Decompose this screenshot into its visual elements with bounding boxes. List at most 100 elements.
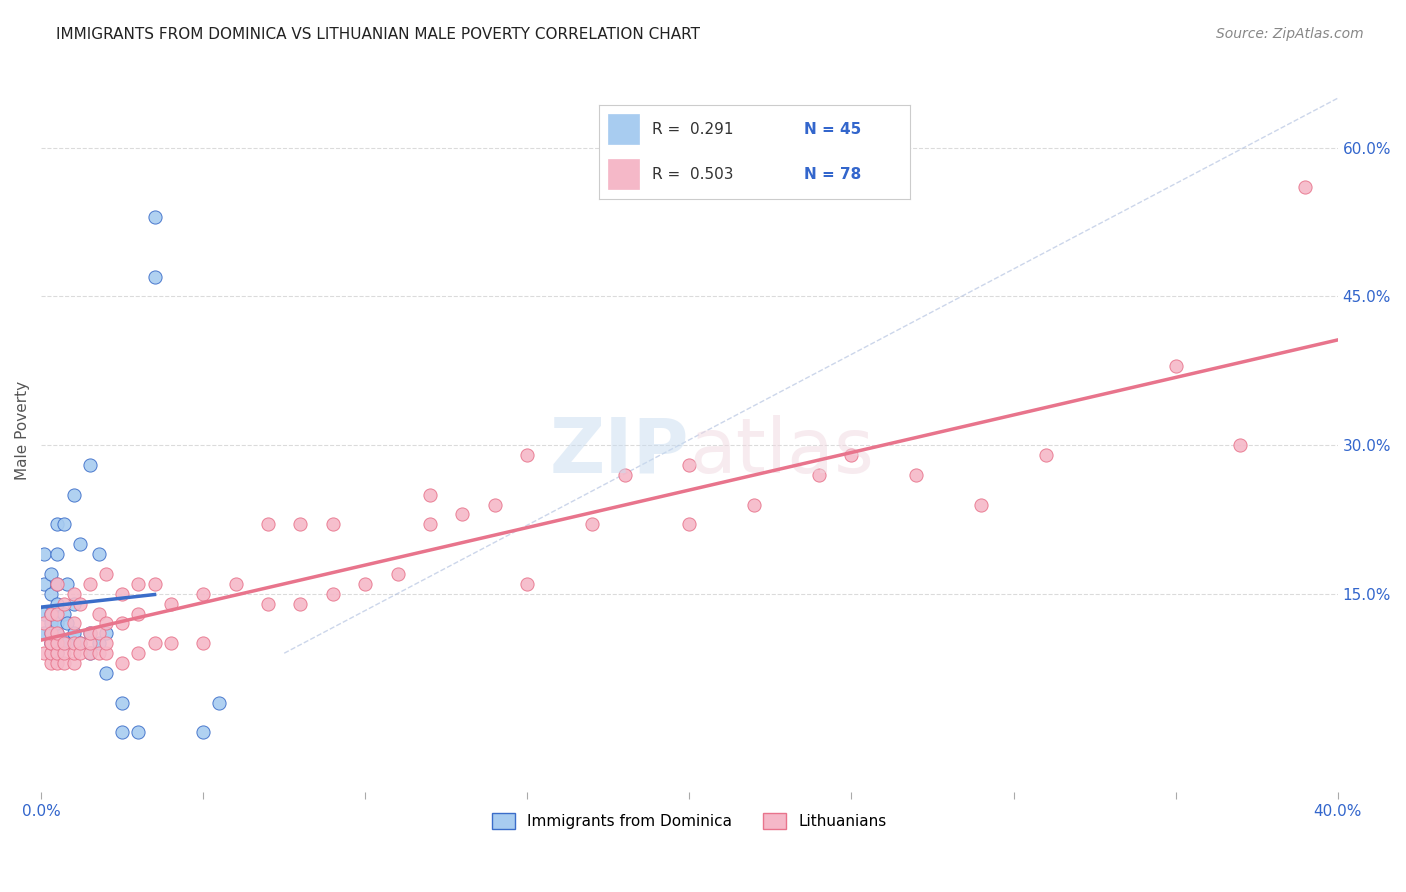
Point [290,597,312,611]
Point [143,577,166,591]
Point [1294,180,1316,194]
Point [39,636,62,650]
Point [46,646,69,660]
Point [69,636,91,650]
Point [159,636,181,650]
Point [34,607,56,621]
Point [905,467,928,482]
Point [143,636,166,650]
Point [52,636,75,650]
Point [46,626,69,640]
Point [193,636,215,650]
Point [79,636,101,650]
Point [69,537,91,551]
Point [46,577,69,591]
Point [52,646,75,660]
Point [46,577,69,591]
Point [1229,438,1251,452]
Point [39,636,62,650]
Point [257,597,280,611]
Point [39,656,62,670]
Text: IMMIGRANTS FROM DOMINICA VS LITHUANIAN MALE POVERTY CORRELATION CHART: IMMIGRANTS FROM DOMINICA VS LITHUANIAN M… [56,27,700,42]
Point [111,616,134,631]
Point [1164,359,1187,373]
Point [62,656,84,670]
Point [62,488,84,502]
Point [79,626,101,640]
Point [387,566,409,581]
Point [111,587,134,601]
Point [46,547,69,561]
Point [516,448,538,462]
Y-axis label: Male Poverty: Male Poverty [15,381,30,480]
Point [127,577,149,591]
Point [69,597,91,611]
Point [52,656,75,670]
Point [52,607,75,621]
Point [127,646,149,660]
Point [290,517,312,532]
Point [111,725,134,739]
Point [484,498,506,512]
Point [34,547,56,561]
Point [46,517,69,532]
Point [257,517,280,532]
Point [79,646,101,660]
Point [322,587,344,601]
Point [39,626,62,640]
Point [52,636,75,650]
Point [34,616,56,631]
Point [46,636,69,650]
Point [62,616,84,631]
Point [841,448,863,462]
Point [742,498,765,512]
Point [39,566,62,581]
Point [62,626,84,640]
Point [94,626,117,640]
Point [62,597,84,611]
Point [89,607,111,621]
Point [39,587,62,601]
Point [52,597,75,611]
Point [56,636,79,650]
Point [46,636,69,650]
Text: ZIP: ZIP [550,415,689,489]
Point [678,517,700,532]
Point [970,498,993,512]
Text: Source: ZipAtlas.com: Source: ZipAtlas.com [1216,27,1364,41]
Point [39,636,62,650]
Point [46,597,69,611]
Point [678,458,700,472]
Point [419,488,441,502]
Point [39,646,62,660]
Point [46,626,69,640]
Point [56,577,79,591]
Point [46,656,69,670]
Point [354,577,377,591]
Point [52,517,75,532]
Point [39,646,62,660]
Point [89,646,111,660]
Legend: Immigrants from Dominica, Lithuanians: Immigrants from Dominica, Lithuanians [486,806,893,835]
Point [127,725,149,739]
Point [89,626,111,640]
Point [208,696,231,710]
Point [516,577,538,591]
Point [94,646,117,660]
Text: atlas: atlas [689,415,875,489]
Point [39,636,62,650]
Point [581,517,603,532]
Point [111,696,134,710]
Point [89,636,111,650]
Point [193,587,215,601]
Point [89,547,111,561]
Point [69,646,91,660]
Point [225,577,247,591]
Point [79,458,101,472]
Point [46,616,69,631]
Point [34,626,56,640]
Point [34,646,56,660]
Point [46,646,69,660]
Point [451,508,474,522]
Point [1035,448,1057,462]
